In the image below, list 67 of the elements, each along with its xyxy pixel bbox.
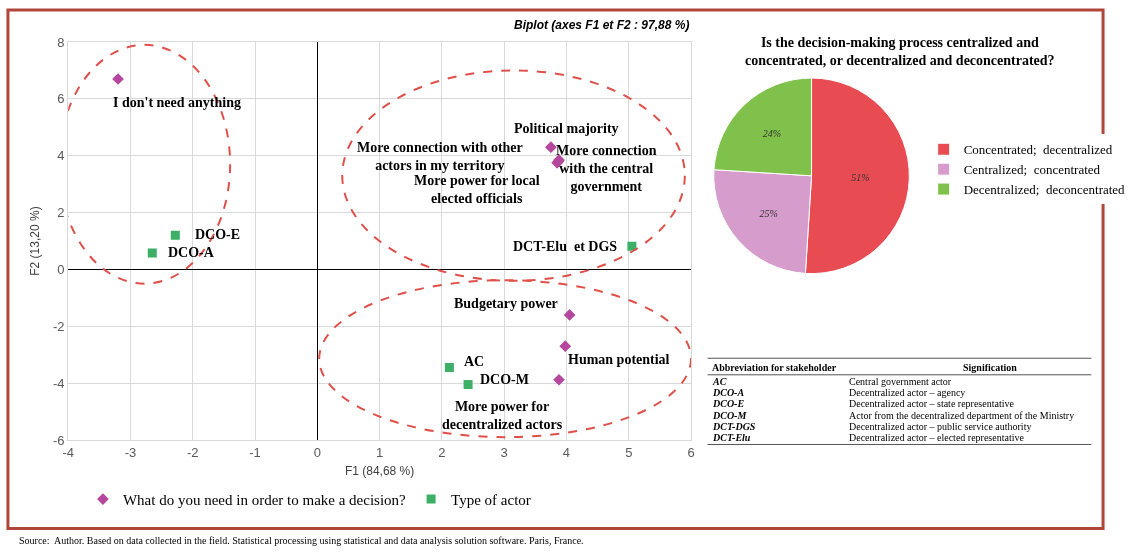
y-tick-label: 2 <box>57 205 65 221</box>
text: DCO-M <box>712 410 748 421</box>
x-tick-label: 3 <box>500 444 508 460</box>
annotation: Human potential <box>568 352 670 367</box>
point <box>563 309 576 321</box>
annotation: More connection with the central government <box>556 143 657 195</box>
annotation: DCT-Elu et DGS <box>513 239 618 254</box>
y-tick-label: -6 <box>53 432 65 448</box>
text: AC <box>712 376 727 387</box>
text: Decentralized actor – agency <box>849 387 966 398</box>
data-label: 25% <box>759 208 778 220</box>
annotation: DCO-A <box>168 245 215 260</box>
point <box>170 230 180 240</box>
point <box>627 241 637 251</box>
annotation: Budgetary power <box>454 296 558 311</box>
text: Central government actor <box>849 376 952 387</box>
annotation: AC <box>464 354 485 369</box>
text: DCT-Elu <box>712 432 751 443</box>
x-tick-label: 2 <box>438 444 446 460</box>
text: Actor from the decentralized department of the Ministry <box>849 410 1075 421</box>
text: Decentralized actor – state representative <box>849 398 1015 409</box>
point <box>147 248 157 258</box>
point <box>444 363 454 373</box>
annotation: More connection with other actors in my territory <box>357 140 523 174</box>
x-tick-label: 1 <box>376 444 384 460</box>
x-tick-label: 0 <box>313 444 321 460</box>
x-tick-label: 6 <box>687 444 695 460</box>
point <box>553 373 565 386</box>
annotation: More power for decentralized actors <box>442 399 563 433</box>
x-tick-label: -2 <box>186 444 199 460</box>
annotation: Political majority <box>514 121 619 136</box>
chart-title: Is the decision-making process centralized and concentrated, or decentralized and deconcentrated? <box>745 35 1055 69</box>
legend-label: Type of actor <box>451 491 531 508</box>
point <box>559 340 572 353</box>
text: DCO-E <box>712 398 745 409</box>
annotation: DCO-E <box>195 227 241 242</box>
y-tick-label: -2 <box>53 318 65 334</box>
legend-label: Concentrated; decentralized <box>963 142 1113 158</box>
y-tick-label: 8 <box>57 34 65 50</box>
text: Decentralized actor – elected representative <box>849 432 1025 443</box>
annotation: More power for local elected officials <box>414 173 540 207</box>
data-label: 24% <box>762 128 781 139</box>
x-tick-label: 4 <box>562 444 571 460</box>
text: Signification <box>963 362 1018 373</box>
legend-label: Centralized; concentrated <box>963 162 1101 178</box>
y-tick-label: 4 <box>57 148 65 164</box>
chart-title: Biplot (axes F1 et F2 : 97,88 %) <box>514 18 690 32</box>
annotation: DCO-M <box>480 372 529 387</box>
point <box>545 141 557 154</box>
y-tick-label: -4 <box>53 375 65 391</box>
y-tick-label: 6 <box>57 91 65 107</box>
y-axis-title: F2 (13,20 %) <box>28 206 43 276</box>
x-axis-title: F1 (84,68 %) <box>344 464 415 479</box>
text: Abbreviation for stakeholder <box>712 362 837 373</box>
text: DCT-DGS <box>712 421 756 432</box>
text: DCO-A <box>712 387 745 398</box>
y-tick-label: 0 <box>57 261 65 277</box>
point <box>463 380 473 390</box>
legend-label: What do you need in order to make a decision? <box>122 491 407 508</box>
source-note: Source: Author. Based on data collected in the field. Statistical processing using statistical and data analysis solution software. Paris, France. <box>19 535 584 546</box>
annotation: I don't need anything <box>113 95 241 110</box>
text: Decentralized actor – public service authority <box>849 421 1032 432</box>
data-label: 51% <box>851 171 870 183</box>
legend-label: Decentralized; deconcentrated <box>963 182 1126 198</box>
x-tick-label: -1 <box>249 444 261 460</box>
x-tick-label: 5 <box>625 444 633 460</box>
x-tick-label: -3 <box>124 444 137 460</box>
